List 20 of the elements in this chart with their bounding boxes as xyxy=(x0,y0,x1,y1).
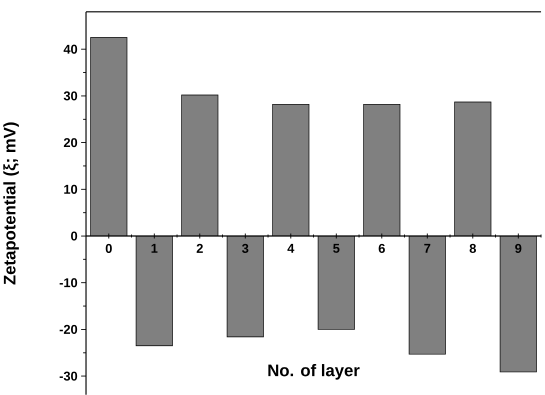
x-tick-label: 2 xyxy=(196,244,203,253)
y-tick-label: -30 xyxy=(60,371,78,380)
y-tick-label: 40 xyxy=(64,44,78,54)
x-axis-title: No. of layer xyxy=(268,364,360,380)
x-tick-label: 0 xyxy=(106,244,112,253)
x-tick-label: 7 xyxy=(424,244,430,253)
y-tick-label: -20 xyxy=(60,324,78,334)
y-axis-title: Zetapotential (ξ; mV) xyxy=(3,122,19,284)
x-tick-label: 5 xyxy=(333,244,340,253)
y-tick-label: -10 xyxy=(60,278,78,288)
x-tick-label: 9 xyxy=(515,244,522,253)
y-tick-label: 10 xyxy=(64,184,78,194)
y-tick-label: 30 xyxy=(64,91,78,100)
x-tick-label: 4 xyxy=(287,244,294,253)
x-tick-label: 1 xyxy=(152,244,158,253)
y-tick-label: 0 xyxy=(71,231,78,240)
x-tick-label: 6 xyxy=(378,244,385,253)
y-tick-label: 20 xyxy=(64,138,78,147)
x-tick-label: 3 xyxy=(242,244,248,253)
x-tick-label: 8 xyxy=(470,244,476,253)
